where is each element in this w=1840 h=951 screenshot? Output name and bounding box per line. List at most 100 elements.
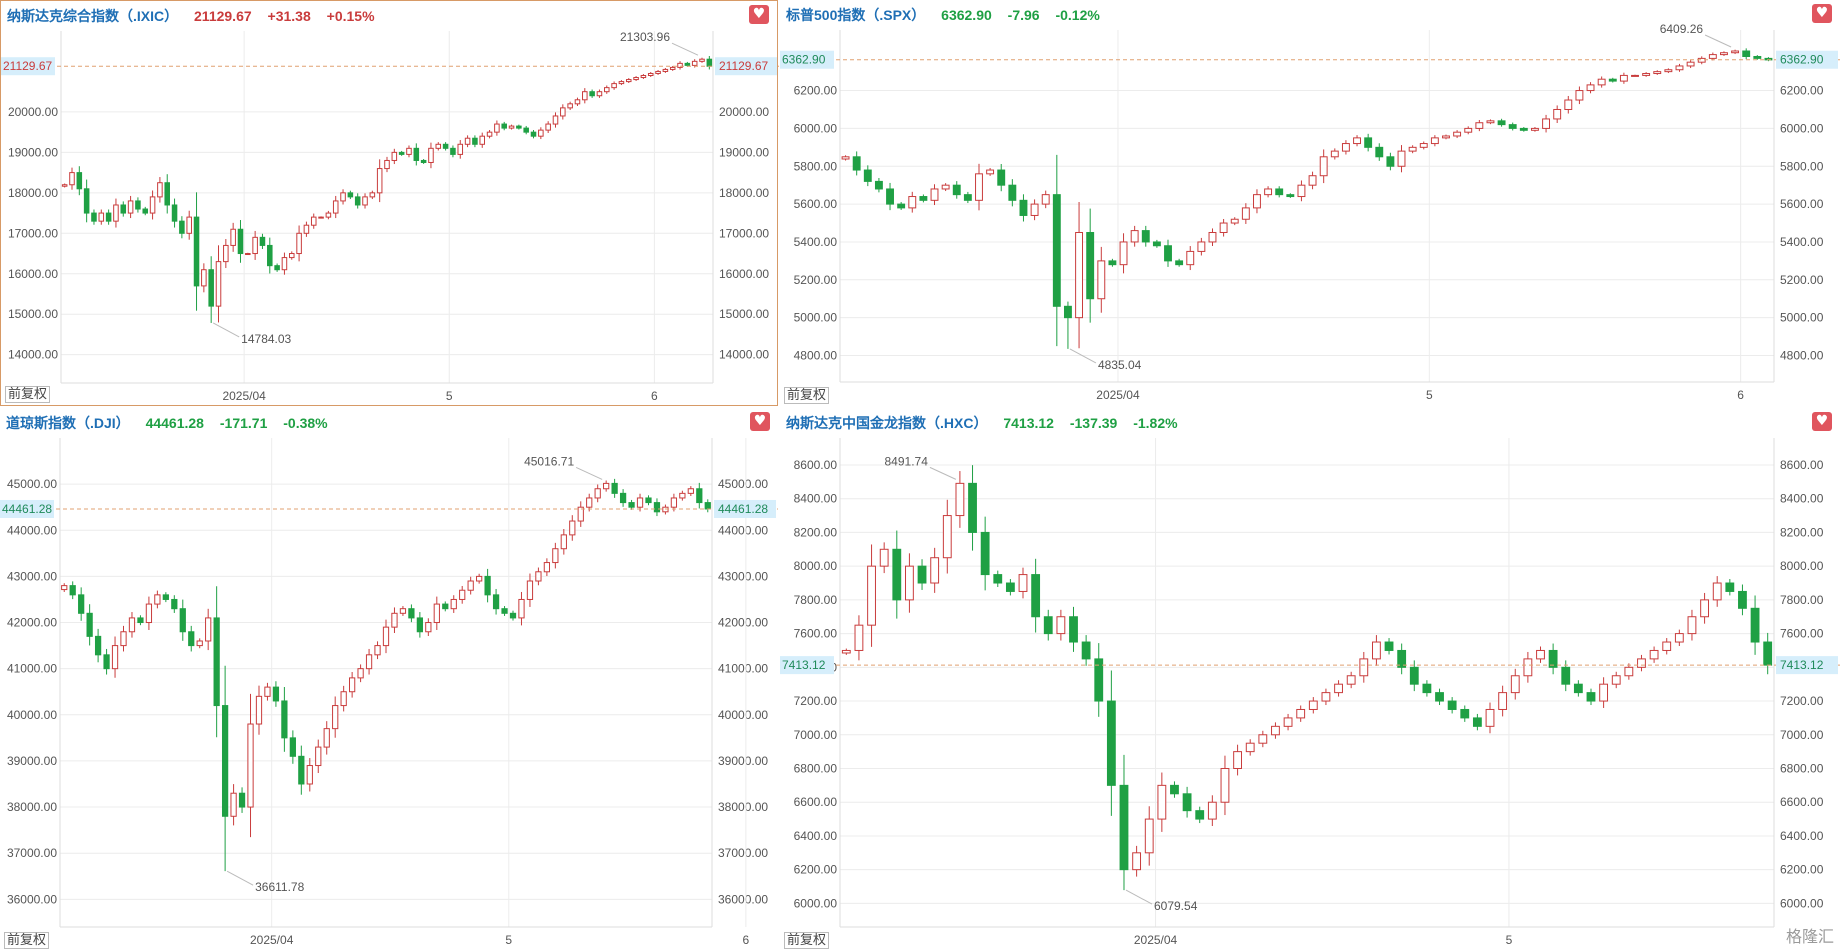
candle-body <box>1106 700 1116 786</box>
candle-body <box>221 705 229 817</box>
heart-icon[interactable]: ♥ <box>1812 412 1832 431</box>
chart-panel-ixic[interactable]: 纳斯达克综合指数（.IXIC） 21129.67 +31.38 +0.15% ♥… <box>0 0 779 406</box>
candle-body <box>1397 649 1407 668</box>
candle-body <box>543 562 551 573</box>
last-price-tag-right <box>1776 50 1838 69</box>
y-tick-label-right: 5600.00 <box>1780 197 1824 211</box>
candle-body <box>841 156 850 160</box>
candle-body <box>1608 78 1617 82</box>
y-tick-label-right: 5800.00 <box>1780 159 1824 173</box>
adjust-mode-button[interactable]: 前复权 <box>5 386 51 403</box>
candle-body <box>647 72 654 77</box>
candle-body <box>310 216 317 226</box>
heart-icon[interactable]: ♥ <box>749 5 769 24</box>
candle-body <box>179 220 185 234</box>
y-tick-label: 19000.00 <box>8 145 58 159</box>
candle-body <box>1286 194 1295 198</box>
index-change: -137.39 <box>1069 415 1118 431</box>
candle-body <box>908 196 917 209</box>
y-tick-label-right: 8000.00 <box>1780 559 1824 573</box>
candle-body <box>1186 250 1195 266</box>
candle-body <box>1030 203 1039 216</box>
candle-body <box>1031 574 1041 618</box>
y-tick-label-right: 37000.00 <box>718 846 768 860</box>
candle-body <box>230 792 237 817</box>
adjust-mode-button[interactable]: 前复权 <box>784 932 830 949</box>
chart-panel-dji[interactable]: 道琼斯指数（.DJI） 44461.28 -171.71 -0.38% ♥ 36… <box>0 408 778 951</box>
candle-body <box>1195 810 1205 820</box>
candle-body <box>135 200 141 210</box>
y-tick-label: 38000.00 <box>7 800 57 814</box>
y-tick-label-right: 18000.00 <box>719 186 769 200</box>
candle-body <box>684 62 691 66</box>
high-label: 8491.74 <box>885 454 929 468</box>
adjust-mode-button[interactable]: 前复权 <box>784 387 830 404</box>
candle-body <box>332 705 339 730</box>
y-tick-label-right: 6200.00 <box>1780 84 1824 98</box>
heart-icon[interactable]: ♥ <box>1812 4 1832 23</box>
candle-body <box>1182 793 1192 812</box>
y-tick-label-right: 19000.00 <box>719 145 769 159</box>
candle-body <box>509 612 517 619</box>
index-change: -7.96 <box>1007 7 1040 23</box>
candle-body <box>128 617 136 633</box>
candle-body <box>1353 137 1361 145</box>
candle-body <box>628 502 635 508</box>
candle-body <box>1553 108 1562 120</box>
low-label: 36611.78 <box>255 880 304 894</box>
candle-body <box>120 631 127 647</box>
chart-panel-spx[interactable]: 标普500指数（.SPX） 6362.90 -7.96 -0.12% ♥ 480… <box>780 0 1840 406</box>
y-tick-label-right: 43000.00 <box>718 569 768 583</box>
candle-body <box>586 497 593 508</box>
candle-body <box>113 204 119 222</box>
y-tick-label: 43000.00 <box>7 569 57 583</box>
index-name: 道琼斯指数（.DJI） <box>6 415 130 431</box>
candle-body <box>560 107 566 117</box>
index-name: 纳斯达克中国金龙指数（.HXC） <box>786 415 988 431</box>
x-tick-label: 6 <box>651 389 658 403</box>
candle-body <box>611 482 618 494</box>
candle-body <box>281 257 288 271</box>
x-tick-label: 5 <box>1426 388 1433 402</box>
candle-body <box>1308 175 1317 186</box>
y-tick-label: 15000.00 <box>8 307 58 321</box>
candle-body <box>841 649 851 654</box>
candle-body <box>1397 150 1406 167</box>
candle-body <box>1725 582 1735 592</box>
candle-body <box>603 482 610 490</box>
candle-body <box>61 184 68 187</box>
candle-body <box>552 548 559 564</box>
chart-panel-hxc[interactable]: 纳斯达克中国金龙指数（.HXC） 7413.12 -137.39 -1.82% … <box>780 408 1840 951</box>
adjust-mode-button[interactable]: 前复权 <box>4 932 50 949</box>
candle-body <box>450 598 457 610</box>
index-change: -171.71 <box>219 415 268 431</box>
candle-body <box>569 520 576 536</box>
candle-body <box>1208 231 1217 243</box>
candle-body <box>467 580 474 591</box>
candle-body <box>905 565 914 601</box>
candle-body <box>1283 717 1293 727</box>
candle-body <box>633 77 639 81</box>
candle-body <box>538 129 544 137</box>
candle-body <box>435 143 442 149</box>
y-tick-label: 6000.00 <box>794 896 838 910</box>
y-tick-label-right: 44000.00 <box>718 523 768 537</box>
x-tick-label: 2025/04 <box>1096 388 1140 402</box>
y-tick-label: 40000.00 <box>7 708 57 722</box>
candle-body <box>374 645 381 656</box>
y-tick-label-right: 5000.00 <box>1780 311 1824 325</box>
panel-header: 纳斯达克中国金龙指数（.HXC） 7413.12 -137.39 -1.82% <box>786 413 1178 433</box>
candle-body <box>706 58 713 67</box>
candle-body <box>1750 607 1760 643</box>
last-price-tag-left-label: 44461.28 <box>2 502 52 516</box>
candle-body <box>323 728 330 748</box>
y-tick-label: 41000.00 <box>7 662 57 676</box>
y-tick-label-right: 16000.00 <box>719 267 769 281</box>
y-tick-label-right: 7200.00 <box>1780 694 1824 708</box>
heart-icon[interactable]: ♥ <box>750 412 770 431</box>
y-tick-label: 14000.00 <box>8 348 58 362</box>
high-label-leader <box>929 466 957 480</box>
candle-body <box>852 156 861 171</box>
candle-body <box>704 502 711 510</box>
y-tick-label: 8200.00 <box>794 525 838 539</box>
